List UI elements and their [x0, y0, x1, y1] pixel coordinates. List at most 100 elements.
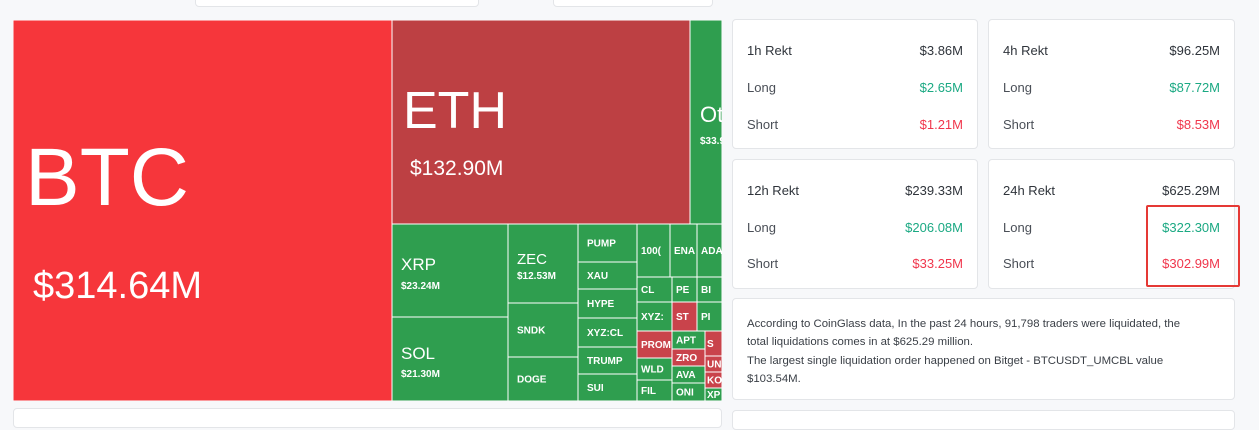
tile[interactable]: BI: [697, 277, 722, 302]
filter-toggle[interactable]: [553, 0, 713, 7]
card-row: 12h Rekt $239.33M: [747, 183, 963, 198]
tile[interactable]: PUMP: [578, 224, 637, 262]
tile-bg: [637, 380, 672, 401]
card-row: Short $8.53M: [1003, 117, 1220, 132]
tile[interactable]: ZEC $12.53M: [508, 224, 578, 303]
tile[interactable]: TRUMP: [578, 347, 637, 374]
row-value: $322.30M: [1162, 220, 1220, 235]
tile-bg: [672, 383, 705, 401]
tile-bg: [697, 224, 722, 277]
tile-bg: [672, 349, 705, 366]
tile[interactable]: ST: [672, 302, 697, 331]
tile[interactable]: SOL $21.30M: [392, 317, 508, 401]
note-line: According to CoinGlass data, In the past…: [747, 318, 1181, 330]
tile-bg: [637, 224, 670, 277]
tile[interactable]: PROM: [637, 331, 672, 358]
row-label: Short: [1003, 256, 1035, 271]
row-value: $8.53M: [1176, 117, 1220, 132]
tile-name: KO: [707, 376, 722, 387]
row-label: Long: [747, 220, 776, 235]
tile-bg: [705, 372, 722, 388]
filter-bar[interactable]: [195, 0, 479, 7]
tile-value: $314.64M: [33, 265, 202, 307]
tile-name: AVA: [676, 370, 696, 381]
card-title: 24h Rekt: [1003, 183, 1056, 198]
tile[interactable]: WLD: [637, 358, 672, 380]
tile-name: Ot: [700, 102, 722, 127]
tile-bg: [705, 331, 722, 356]
card-row: Short $1.21M: [747, 117, 963, 132]
tile-name: S: [707, 339, 714, 350]
tile-bg: [697, 277, 722, 302]
tile-name: FIL: [641, 386, 656, 397]
tile-name: XYZ:CL: [587, 328, 623, 339]
tile-name: APT: [676, 336, 696, 347]
highlight-box: [1146, 205, 1240, 287]
tile[interactable]: ONI: [672, 383, 705, 401]
tile-bg: [13, 20, 392, 401]
lower-panel: [732, 410, 1235, 430]
tile[interactable]: SNDK: [508, 303, 578, 357]
tile[interactable]: FIL: [637, 380, 672, 401]
tile-name: 100(: [641, 246, 662, 257]
tile-bg: [578, 347, 637, 374]
tile-name: PUMP: [587, 239, 616, 250]
tile-name: TRUMP: [587, 356, 623, 367]
tile[interactable]: XAU: [578, 262, 637, 289]
tile[interactable]: XRP $23.24M: [392, 224, 508, 317]
tile[interactable]: S: [705, 331, 722, 356]
tile[interactable]: PE: [672, 277, 697, 302]
row-value: $206.08M: [905, 220, 963, 235]
tile-bg: [578, 318, 637, 347]
tile[interactable]: XP: [705, 388, 722, 401]
card-row: Short $302.99M: [1003, 256, 1220, 271]
tile[interactable]: DOGE: [508, 357, 578, 401]
row-label: Short: [747, 256, 779, 271]
tile[interactable]: XYZ:: [637, 302, 672, 331]
row-value: $87.72M: [1169, 80, 1220, 95]
tile[interactable]: 100(: [637, 224, 670, 277]
tile-name: XP: [707, 390, 721, 401]
tile[interactable]: PI: [697, 302, 722, 331]
rekt-card: 4h Rekt $96.25M Long $87.72M Short $8.53M: [988, 19, 1235, 149]
row-value: $625.29M: [1162, 183, 1220, 198]
tile-bg: [508, 224, 578, 303]
tile[interactable]: AVA: [672, 366, 705, 383]
card-row: Long $206.08M: [747, 220, 963, 235]
note-line: total liquidations comes in at $625.29 m…: [747, 336, 974, 349]
tile[interactable]: BTC $314.64M: [13, 20, 392, 401]
tile[interactable]: Ot $33.9: [690, 20, 722, 224]
tile-bg: [508, 357, 578, 401]
tile-name: ZEC: [517, 251, 547, 268]
tile[interactable]: ADA: [697, 224, 722, 277]
tile[interactable]: ETH $132.90M: [392, 20, 690, 224]
tile[interactable]: HYPE: [578, 289, 637, 318]
tile-bg: [508, 303, 578, 357]
tile[interactable]: APT: [672, 331, 705, 349]
tile[interactable]: XYZ:CL: [578, 318, 637, 347]
tile-value: $23.24M: [401, 281, 440, 292]
card-row: 4h Rekt $96.25M: [1003, 43, 1220, 58]
card-title: 1h Rekt: [747, 43, 792, 58]
row-value: $96.25M: [1169, 43, 1220, 58]
tile[interactable]: SUI: [578, 374, 637, 401]
tile-name: XAU: [587, 271, 608, 282]
row-label: Long: [747, 80, 776, 95]
card-row: Long $2.65M: [747, 80, 963, 95]
card-row: Long $87.72M: [1003, 80, 1220, 95]
card-row: Long $322.30M: [1003, 220, 1220, 235]
tile-value: $21.30M: [401, 369, 440, 380]
row-value: $33.25M: [912, 256, 963, 271]
card-row: Short $33.25M: [747, 256, 963, 271]
tile-name: ENA: [674, 246, 695, 257]
tile-name: WLD: [641, 365, 664, 376]
tile-bg: [637, 358, 672, 380]
tile[interactable]: ZRO: [672, 349, 705, 366]
tile-bg: [637, 331, 672, 358]
tile[interactable]: KO: [705, 372, 722, 388]
tile-name: ADA: [701, 246, 722, 257]
tile[interactable]: ENA: [670, 224, 697, 277]
tile[interactable]: CL: [637, 277, 672, 302]
tile[interactable]: UN: [705, 356, 722, 372]
tile-bg: [690, 20, 722, 224]
